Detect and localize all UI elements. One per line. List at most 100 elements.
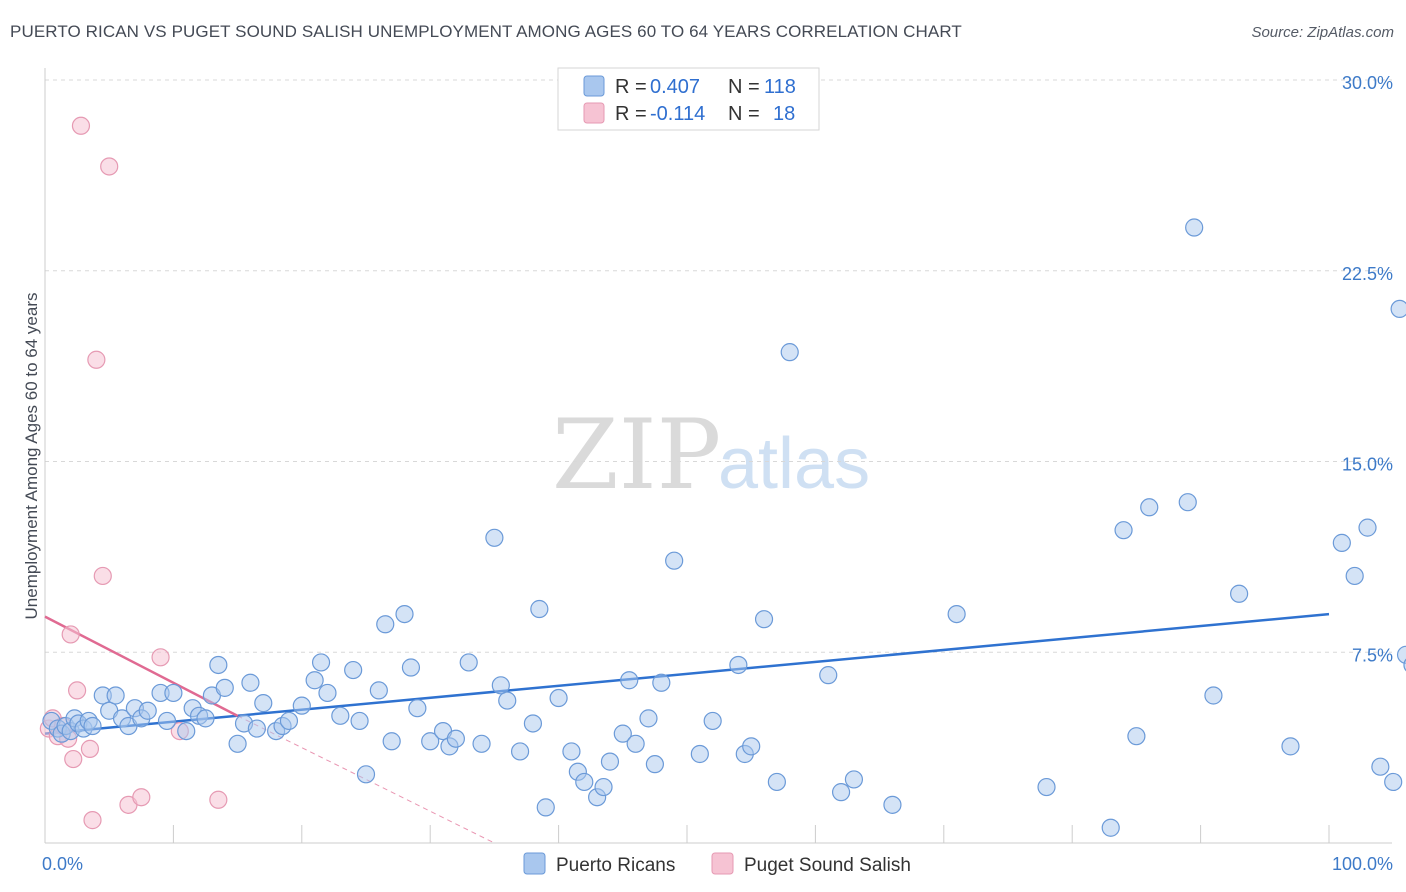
chart-title: PUERTO RICAN VS PUGET SOUND SALISH UNEMP…	[10, 22, 962, 41]
point-puerto-ricans-98	[1230, 584, 1249, 603]
legend-r-value-2: -0.114	[650, 103, 705, 125]
point-puerto-ricans-49	[408, 699, 427, 718]
point-puerto-ricans-99	[1281, 737, 1300, 756]
y-tick-labels: 7.5% 15.0% 22.5% 30.0%	[1342, 73, 1393, 665]
point-puerto-ricans-38	[311, 653, 331, 672]
correlation-legend: R = 0.407 N = 118 R = -0.114 N = 18	[557, 67, 820, 131]
point-puget-sound-salish-15	[132, 788, 151, 807]
point-puerto-ricans-20	[164, 683, 183, 703]
bottom-legend-swatch-puget-sound-salish	[711, 852, 734, 875]
point-puerto-ricans-42	[350, 711, 369, 731]
point-puerto-ricans-24	[196, 709, 215, 728]
x-tick-label-0: 0.0%	[42, 854, 83, 874]
legend-swatch-puget-sound-salish	[583, 102, 605, 124]
point-puerto-ricans-95	[1178, 493, 1197, 512]
point-puerto-ricans-41	[344, 660, 363, 680]
point-puerto-ricans-78	[703, 711, 722, 731]
point-puerto-ricans-73	[639, 709, 658, 728]
point-puerto-ricans-104	[1384, 772, 1403, 792]
point-puerto-ricans-69	[600, 752, 620, 771]
point-puerto-ricans-85	[819, 666, 838, 685]
point-puget-sound-salish-5	[61, 625, 80, 644]
point-puerto-ricans-81	[742, 737, 761, 756]
point-puerto-ricans-83	[767, 772, 786, 792]
point-puerto-ricans-70	[613, 724, 632, 743]
point-puerto-ricans-76	[665, 551, 684, 570]
point-puerto-ricans-9	[83, 716, 102, 736]
point-puerto-ricans-48	[401, 658, 421, 677]
point-puerto-ricans-27	[215, 678, 234, 697]
point-puerto-ricans-88	[883, 795, 902, 814]
legend-n-value-2: 18	[773, 103, 795, 125]
point-puerto-ricans-106	[1396, 645, 1406, 664]
point-puget-sound-salish-11	[87, 350, 106, 369]
bottom-legend-label-puget-sound-salish: Puget Sound Salish	[744, 855, 911, 876]
bottom-legend-swatch-puerto-ricans	[523, 852, 546, 875]
point-puerto-ricans-64	[562, 742, 581, 761]
legend-r-value-1: 0.407	[650, 76, 700, 98]
point-puerto-ricans-46	[382, 732, 401, 751]
point-puerto-ricans-56	[485, 528, 504, 547]
point-puerto-ricans-53	[446, 729, 465, 748]
point-puerto-ricans-90	[1037, 777, 1056, 797]
point-puerto-ricans-75	[652, 673, 671, 692]
series-legend: Puerto Ricans Puget Sound Salish	[523, 852, 911, 876]
point-puerto-ricans-60	[523, 714, 543, 733]
point-puerto-ricans-12	[106, 686, 125, 705]
legend-r-label-1: R =	[615, 76, 647, 98]
point-puerto-ricans-97	[1204, 686, 1223, 705]
bottom-legend-label-puerto-ricans: Puerto Ricans	[556, 855, 675, 876]
point-puerto-ricans-87	[844, 770, 864, 789]
legend-n-label-1: N =	[728, 76, 760, 98]
point-puerto-ricans-35	[279, 711, 299, 731]
point-puerto-ricans-28	[228, 734, 247, 753]
point-puerto-ricans-36	[292, 696, 311, 715]
y-tick-label-1: 15.0%	[1342, 455, 1393, 475]
point-puerto-ricans-102	[1358, 518, 1377, 537]
point-puerto-ricans-37	[305, 671, 324, 690]
point-puerto-ricans-44	[369, 681, 388, 700]
point-puget-sound-salish-9	[80, 739, 100, 758]
gridlines	[45, 79, 1392, 653]
point-puerto-ricans-55	[472, 734, 491, 753]
point-puerto-ricans-66	[575, 772, 594, 792]
point-puerto-ricans-105	[1390, 299, 1406, 318]
y-tick-label-3: 30.0%	[1342, 73, 1393, 93]
point-puerto-ricans-79	[729, 655, 748, 675]
legend-r-label-2: R =	[615, 103, 647, 125]
point-puget-sound-salish-13	[100, 157, 119, 176]
point-puerto-ricans-86	[831, 783, 851, 802]
legend-swatch-puerto-ricans	[583, 75, 605, 97]
point-puerto-ricans-50	[421, 732, 440, 751]
watermark-zip: ZIP	[552, 399, 721, 511]
point-puerto-ricans-68	[594, 777, 613, 797]
point-puget-sound-salish-18	[209, 790, 228, 809]
point-puerto-ricans-84	[780, 343, 799, 362]
legend-n-label-2: N =	[728, 103, 760, 125]
point-puerto-ricans-31	[247, 719, 266, 738]
point-puerto-ricans-54	[459, 653, 478, 672]
watermark-atlas: atlas	[718, 424, 870, 504]
point-puerto-ricans-26	[209, 655, 228, 675]
point-puerto-ricans-96	[1185, 218, 1204, 237]
legend-n-value-1: 118	[764, 76, 796, 98]
point-puerto-ricans-63	[549, 688, 568, 708]
point-puerto-ricans-94	[1140, 498, 1159, 517]
point-puget-sound-salish-10	[83, 811, 102, 830]
point-puerto-ricans-57	[491, 676, 510, 695]
point-puerto-ricans-30	[241, 673, 260, 692]
point-puget-sound-salish-7	[67, 681, 87, 700]
point-puget-sound-salish-8	[71, 116, 91, 135]
x-tick-labels: 0.0% 100.0%	[42, 854, 1393, 874]
point-puerto-ricans-100	[1332, 533, 1351, 552]
point-puerto-ricans-47	[395, 604, 414, 624]
point-puerto-ricans-61	[530, 599, 549, 619]
data-points	[39, 116, 1406, 837]
point-puerto-ricans-101	[1345, 566, 1364, 586]
trend-line-puerto-ricans	[44, 612, 1330, 735]
y-axis-label: Unemployment Among Ages 60 to 64 years	[22, 293, 41, 620]
point-puerto-ricans-93	[1127, 727, 1146, 746]
point-puerto-ricans-19	[157, 711, 177, 731]
point-puerto-ricans-91	[1101, 818, 1120, 837]
